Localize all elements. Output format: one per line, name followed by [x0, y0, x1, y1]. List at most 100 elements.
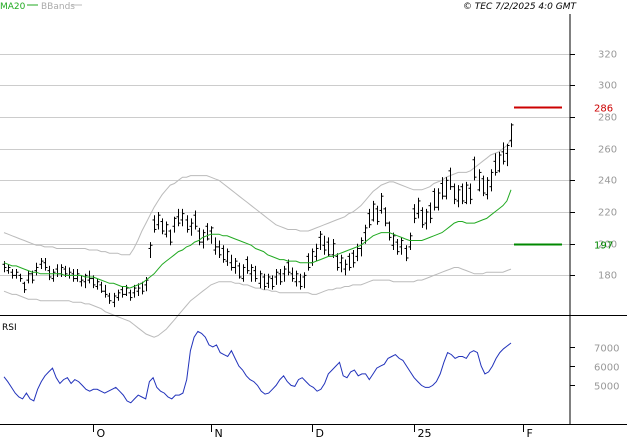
- price-tick-label: 220: [598, 208, 617, 219]
- price-tick-label: 240: [598, 176, 617, 187]
- ohlc-bar: [47, 265, 52, 281]
- ohlc-bar: [318, 231, 323, 251]
- ohlc-bar: [322, 235, 327, 255]
- legend-ma20-label: MA20: [0, 2, 26, 12]
- price-tick-label: 280: [598, 113, 617, 124]
- ohlc-bar: [67, 267, 72, 279]
- ohlc-bar: [221, 245, 226, 263]
- ohlc-bar: [331, 238, 336, 258]
- ohlc-bar: [408, 232, 413, 251]
- ohlc-bar: [132, 284, 137, 298]
- ohlc-bar: [120, 286, 125, 298]
- ohlc-bar: [168, 229, 173, 246]
- ohlc-bar: [339, 254, 344, 273]
- price-tick-label: 260: [598, 145, 617, 156]
- ohlc-bar: [278, 269, 283, 285]
- ohlc-bar: [274, 269, 279, 285]
- ohlc-bar: [444, 177, 449, 200]
- ohlc-bar: [193, 210, 198, 230]
- price-tick-label: 300: [598, 81, 617, 92]
- rsi-title: RSI: [2, 323, 17, 333]
- ohlc-bar: [343, 259, 348, 276]
- ohlc-bar: [262, 273, 267, 290]
- ma20-line: [3, 189, 512, 289]
- ohlc-bar: [164, 221, 169, 238]
- ohlc-bar: [185, 215, 190, 233]
- ohlc-bar: [359, 237, 364, 257]
- level-label: 286: [594, 104, 613, 115]
- ohlc-bar: [416, 197, 421, 219]
- ohlc-bar: [172, 216, 177, 233]
- ohlc-bar: [509, 123, 514, 148]
- ohlc-bar: [387, 221, 392, 241]
- ohlc-bar: [314, 243, 319, 262]
- ohlc-bar: [103, 284, 108, 298]
- ohlc-bar: [294, 270, 299, 287]
- ohlc-bar: [383, 207, 388, 227]
- ohlc-bar: [6, 264, 11, 274]
- x-tick-label: F: [527, 427, 533, 440]
- ohlc-bar: [39, 257, 44, 270]
- ohlc-bar: [176, 208, 181, 227]
- ohlc-bar: [22, 281, 27, 293]
- ohlc-bar: [428, 202, 433, 224]
- ohlc-bar: [99, 281, 104, 293]
- ohlc-bar: [83, 273, 88, 289]
- ohlc-bar: [404, 245, 409, 262]
- ohlc-bar: [306, 253, 311, 271]
- ohlc-bar: [302, 272, 307, 289]
- ohlc-bar: [310, 248, 315, 266]
- ohlc-bar: [225, 248, 230, 266]
- ohlc-bar: [298, 273, 303, 290]
- price-grid: [0, 54, 575, 276]
- ohlc-bar: [79, 275, 84, 287]
- ohlc-bar: [136, 283, 141, 296]
- ohlc-bar: [205, 223, 210, 241]
- price-panel: 180 200 220 240 260 280 300 320 286 197: [0, 14, 617, 338]
- x-tick-label: D: [316, 427, 324, 440]
- x-tick-label: 25: [418, 427, 432, 440]
- ohlc-bar: [34, 262, 39, 276]
- level-lines: 286 197: [514, 104, 613, 252]
- ohlc-bar: [95, 278, 100, 290]
- ohlc-bar: [456, 185, 461, 208]
- ohlc-bar: [452, 183, 457, 205]
- rsi-grid: [570, 347, 575, 386]
- ohlc-bar: [489, 169, 494, 192]
- ohlc-bars: [2, 123, 514, 308]
- ohlc-bar: [18, 273, 23, 282]
- x-tick-label: N: [215, 427, 223, 440]
- ohlc-bar: [233, 257, 238, 274]
- ohlc-bar: [258, 270, 263, 289]
- ohlc-bar: [432, 188, 437, 211]
- ohlc-bar: [290, 267, 295, 282]
- ohlc-bar: [412, 204, 417, 224]
- ohlc-bar: [501, 142, 506, 165]
- price-tick-label: 320: [598, 50, 617, 61]
- ohlc-bar: [30, 270, 35, 284]
- ohlc-bar: [241, 264, 246, 282]
- ohlc-bar: [399, 237, 404, 255]
- ohlc-bar: [420, 207, 425, 228]
- legend-bbands-label: BBands: [41, 2, 75, 12]
- ohlc-bar: [367, 208, 372, 228]
- ohlc-bar: [14, 269, 19, 279]
- ohlc-bar: [229, 254, 234, 271]
- ohlc-bar: [266, 273, 271, 289]
- x-axis-labels: O N D 25 F: [93, 424, 533, 440]
- ohlc-bar: [43, 257, 48, 271]
- ohlc-bar: [201, 229, 206, 249]
- rsi-panel: RSI 5000 6000 7000: [2, 316, 619, 424]
- ohlc-bar: [286, 259, 291, 276]
- timestamp: © TEC 7/2/2025 4:0 GMT: [463, 2, 578, 12]
- ohlc-bar: [209, 226, 214, 244]
- rsi-ytick-labels: 5000 6000 7000: [594, 344, 619, 393]
- ohlc-bar: [481, 175, 486, 197]
- ohlc-bar: [189, 218, 194, 236]
- ohlc-bar: [424, 208, 429, 230]
- ohlc-bar: [51, 269, 56, 282]
- ohlc-bar: [213, 237, 218, 255]
- price-tick-label: 200: [598, 240, 617, 251]
- ohlc-bar: [363, 224, 368, 244]
